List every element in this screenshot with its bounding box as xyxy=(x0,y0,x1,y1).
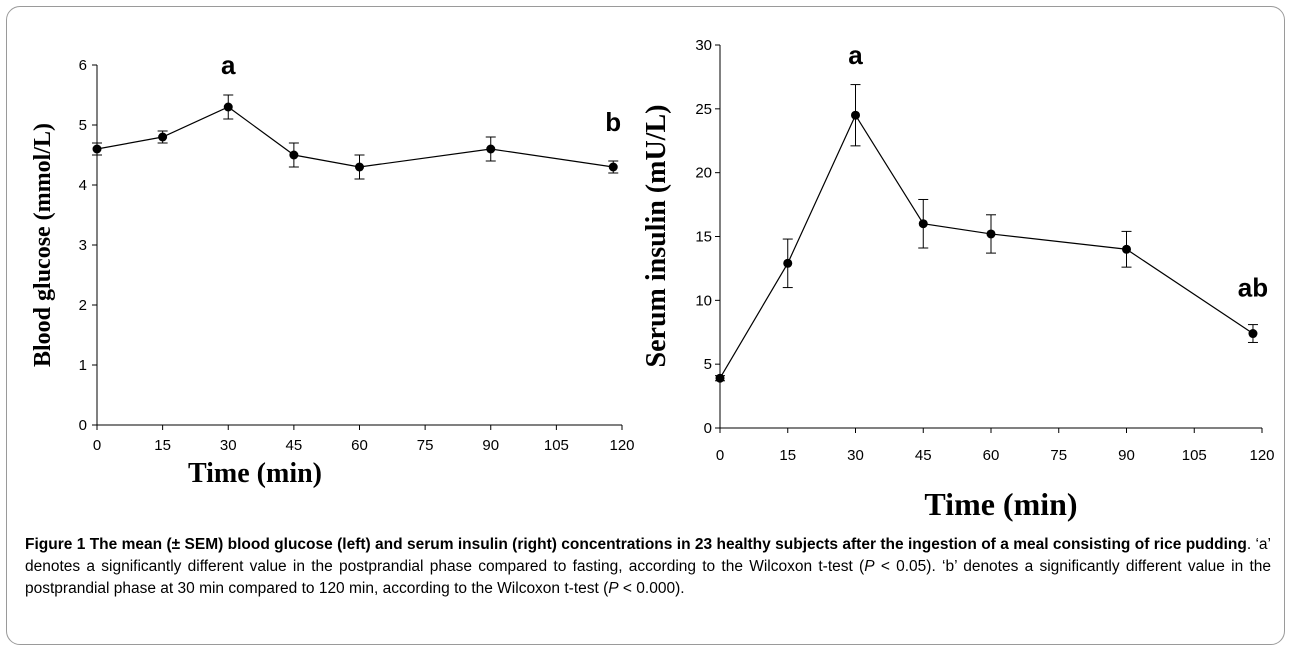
data-point xyxy=(918,219,928,229)
y-tick-label: 4 xyxy=(79,177,87,194)
y-tick-label: 25 xyxy=(695,101,712,118)
x-tick-label: 30 xyxy=(220,437,237,454)
significance-label: a xyxy=(848,40,863,70)
caption-text-3: < 0.000). xyxy=(618,580,685,597)
x-tick-label: 0 xyxy=(716,447,724,464)
y-tick-label: 5 xyxy=(79,117,87,134)
x-tick-label: 120 xyxy=(1249,447,1274,464)
x-axis-title: Time (min) xyxy=(924,486,1077,522)
x-tick-label: 30 xyxy=(847,447,864,464)
y-tick-label: 30 xyxy=(695,37,712,54)
x-tick-label: 15 xyxy=(779,447,796,464)
x-tick-label: 90 xyxy=(482,437,499,454)
y-tick-label: 5 xyxy=(704,356,712,373)
x-tick-label: 45 xyxy=(286,437,303,454)
data-point xyxy=(608,162,618,172)
y-axis-title: Serum insulin (mU/L) xyxy=(641,105,672,368)
data-point xyxy=(486,144,496,154)
y-tick-label: 10 xyxy=(695,292,712,309)
figure-caption: Figure 1 The mean (± SEM) blood glucose … xyxy=(25,534,1271,600)
figure-frame xyxy=(6,6,1285,645)
data-point xyxy=(289,150,299,160)
x-axis-title: Time (min) xyxy=(188,458,322,489)
caption-p-symbol-1: P xyxy=(864,558,875,575)
data-point xyxy=(986,229,996,239)
data-point xyxy=(92,144,102,154)
caption-text-1: . ‘a’ denotes a significantly different … xyxy=(25,536,1271,575)
caption-text-2: < 0.05). ‘b’ denotes a significantly dif… xyxy=(25,558,1271,597)
x-tick-label: 120 xyxy=(609,437,634,454)
data-point xyxy=(223,102,233,112)
caption-title: Figure 1 The mean (± SEM) blood glucose … xyxy=(25,536,1247,553)
significance-label: a xyxy=(221,50,236,80)
significance-label: b xyxy=(605,107,621,137)
y-tick-label: 3 xyxy=(79,237,87,254)
chart-serum-insulin: 0 5 10 15 20 25 30 0 15 30 45 60 75 90 105 120 Time (min… xyxy=(641,37,1275,522)
x-tick-label: 90 xyxy=(1118,447,1135,464)
data-point xyxy=(158,132,168,142)
y-axis-title: Blood glucose (mmol/L) xyxy=(30,123,56,367)
y-tick-label: 1 xyxy=(79,357,87,374)
y-tick-label: 20 xyxy=(695,165,712,182)
x-tick-label: 60 xyxy=(983,447,1000,464)
y-tick-label: 2 xyxy=(79,297,87,314)
y-tick-label: 15 xyxy=(695,229,712,246)
data-point xyxy=(355,162,364,172)
significance-label: ab xyxy=(1238,273,1268,303)
data-point xyxy=(851,110,860,120)
x-tick-label: 0 xyxy=(93,437,101,454)
y-tick-label: 0 xyxy=(79,417,87,434)
x-tick-label: 105 xyxy=(1182,447,1207,464)
y-tick-label: 6 xyxy=(79,57,87,74)
y-tick-label: 0 xyxy=(704,420,712,437)
data-point xyxy=(783,258,793,268)
series-line xyxy=(96,106,614,168)
x-tick-label: 75 xyxy=(417,437,434,454)
x-tick-label: 15 xyxy=(154,437,171,454)
x-tick-label: 105 xyxy=(544,437,569,454)
data-point xyxy=(1122,244,1131,254)
x-tick-label: 45 xyxy=(915,447,932,464)
caption-p-symbol-2: P xyxy=(608,580,619,597)
data-point xyxy=(1248,329,1258,339)
x-tick-label: 60 xyxy=(351,437,368,454)
data-point xyxy=(715,373,725,383)
x-tick-label: 75 xyxy=(1050,447,1067,464)
series-line xyxy=(719,113,1254,379)
